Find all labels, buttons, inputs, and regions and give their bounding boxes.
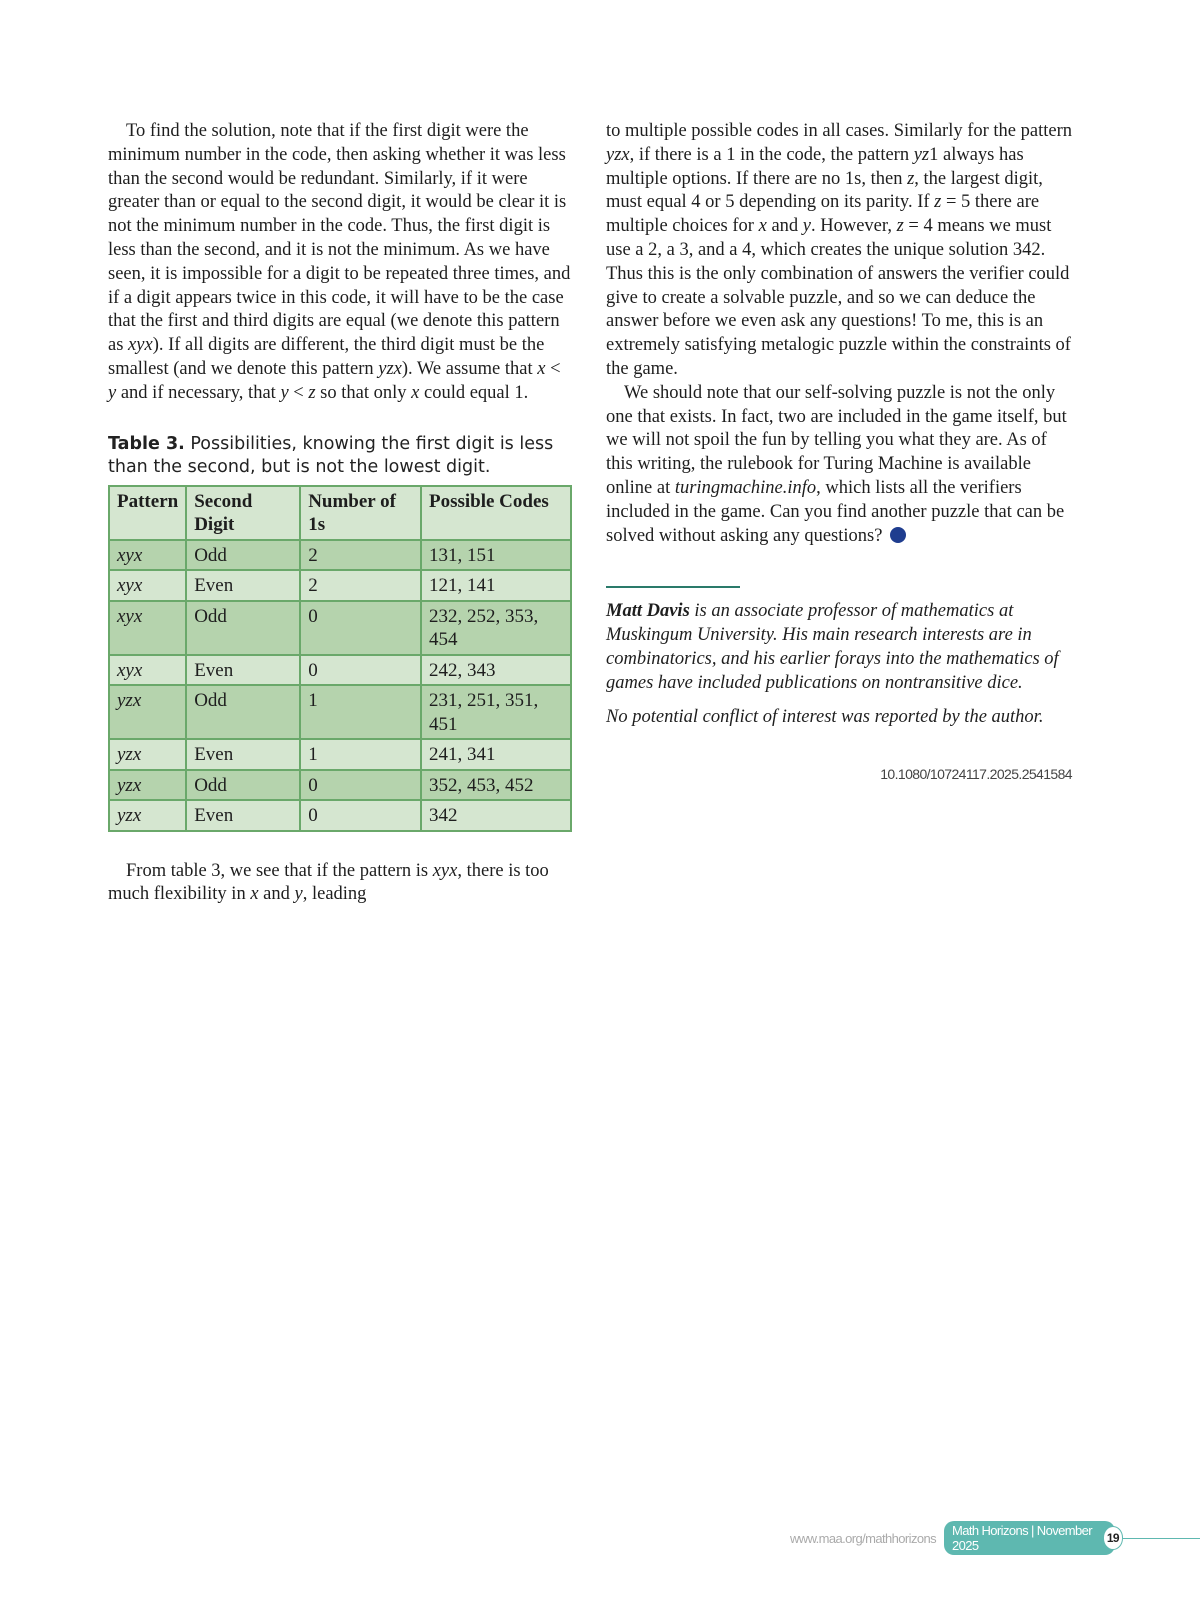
table-cell: Even bbox=[185, 569, 302, 602]
table-cell: 231, 251, 351, 451 bbox=[419, 684, 573, 741]
table-cell: 342 bbox=[419, 799, 573, 832]
conflict-statement: No potential conflict of interest was re… bbox=[606, 706, 1044, 727]
table-cell: yzx bbox=[107, 738, 188, 771]
table-cell: Odd bbox=[185, 599, 302, 656]
table-row: yzx Odd 1 231, 251, 351, 451 bbox=[107, 684, 573, 741]
table-cell: yzx bbox=[107, 768, 188, 802]
table-cell: 1 bbox=[299, 684, 422, 741]
table-cell: Even bbox=[185, 799, 302, 832]
page-footer: www.maa.org/mathhorizons Math Horizons |… bbox=[790, 1521, 1200, 1555]
table-cell: yzx bbox=[107, 684, 188, 741]
body-paragraph: From table 3, we see that if the pattern… bbox=[108, 860, 549, 905]
table-cell: Odd bbox=[185, 684, 302, 741]
body-paragraph: We should note that our self-solving puz… bbox=[606, 382, 1067, 546]
doi: 10.1080/10724117.2025.2541584 bbox=[880, 766, 1072, 783]
divider bbox=[606, 586, 740, 589]
possibilities-table: Pattern Second Digit Number of 1s Possible … bbox=[107, 484, 573, 832]
page-number: 19 bbox=[1102, 1526, 1124, 1550]
table-row: xyx Odd 2 131, 151 bbox=[107, 538, 573, 572]
table-cell: 0 bbox=[299, 653, 422, 687]
table-cell: 131, 151 bbox=[419, 538, 573, 572]
end-mark-icon bbox=[890, 526, 907, 543]
table-cell: Even bbox=[185, 738, 302, 771]
body-paragraph: To find the solution, note that if the f… bbox=[108, 121, 571, 403]
table-cell: xyx bbox=[107, 653, 188, 687]
table-cell: xyx bbox=[107, 569, 188, 602]
table-row: xyx Odd 0 232, 252, 353, 454 bbox=[107, 599, 573, 656]
body-paragraph: to multiple possible codes in all cases.… bbox=[606, 121, 1072, 379]
table-row: xyx Even 0 242, 343 bbox=[107, 653, 573, 687]
table-cell: xyx bbox=[107, 599, 188, 656]
table-cell: Odd bbox=[185, 538, 302, 572]
table-cell: 0 bbox=[299, 599, 422, 656]
table-cell: 0 bbox=[299, 799, 422, 832]
footer-url[interactable]: www.maa.org/mathhorizons bbox=[790, 1530, 937, 1546]
table-cell: 0 bbox=[299, 768, 422, 802]
right-column: to multiple possible codes in all cases.… bbox=[606, 120, 1073, 787]
table-cell: 352, 453, 452 bbox=[419, 768, 573, 802]
table-caption: Table 3. Possibilities, knowing the firs… bbox=[108, 433, 554, 478]
left-column: To find the solution, note that if the f… bbox=[107, 120, 573, 907]
column-header: Pattern bbox=[107, 484, 188, 541]
issue-label: Math Horizons | November 2025 bbox=[944, 1521, 1115, 1555]
table-cell: 1 bbox=[299, 738, 422, 771]
column-header: Possible Codes bbox=[419, 484, 573, 541]
footer-line bbox=[1123, 1537, 1200, 1539]
author-bio: Matt Davis is an associate professor of … bbox=[606, 601, 1059, 693]
column-header: Number of 1s bbox=[299, 484, 422, 541]
table-cell: 242, 343 bbox=[419, 653, 573, 687]
table-row: yzx Even 0 342 bbox=[107, 799, 573, 832]
table-cell: yzx bbox=[107, 799, 188, 832]
table-cell: 2 bbox=[299, 569, 422, 602]
table-row: yzx Even 1 241, 341 bbox=[107, 738, 573, 771]
table-cell: Even bbox=[185, 653, 302, 687]
table-cell: 2 bbox=[299, 538, 422, 572]
table-cell: 232, 252, 353, 454 bbox=[419, 599, 573, 656]
table-row: yzx Odd 0 352, 453, 452 bbox=[107, 768, 573, 802]
table-cell: Odd bbox=[185, 768, 302, 802]
column-header: Second Digit bbox=[185, 484, 302, 541]
table-cell: 121, 141 bbox=[419, 569, 573, 602]
table-cell: xyx bbox=[107, 538, 188, 572]
table-cell: 241, 341 bbox=[419, 738, 573, 771]
table-row: xyx Even 2 121, 141 bbox=[107, 569, 573, 602]
